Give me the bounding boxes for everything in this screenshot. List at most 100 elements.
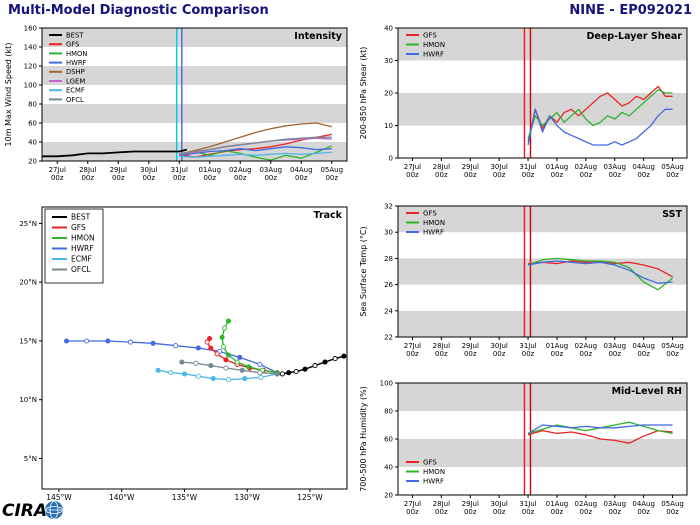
track-point-ECMF [155, 367, 161, 373]
x-tick-label-date: 02Aug [575, 500, 598, 508]
legend-label-ECMF: ECMF [66, 87, 85, 95]
y-tick-label: 140 [24, 44, 37, 52]
x-tick-label-date: 04Aug [632, 163, 655, 171]
legend-label-ECMF: ECMF [71, 254, 92, 263]
x-tick-label-hour: 00z [234, 174, 247, 182]
storm-title: NINE - EP092021 [569, 3, 692, 18]
legend-label-HMON: HMON [423, 41, 445, 49]
y-tick-label: 5°N [24, 455, 37, 463]
background-stripe [42, 66, 347, 85]
x-tick-label-hour: 00z [493, 350, 506, 358]
x-tick-label-date: 27Jul [404, 342, 421, 350]
series-line-HWRF [527, 424, 673, 434]
x-tick-label-date: 05Aug [661, 163, 684, 171]
track-point-GFS [223, 357, 229, 363]
track-panel-title: Track [314, 210, 343, 221]
track-panel: 5°N 10°N 15°N 20°N 25°N 145°W 140°W 135°W 130°W 1… [0, 193, 355, 523]
x-tick-label-date: 02Aug [575, 163, 598, 171]
y-tick-label: 60 [28, 120, 37, 128]
track-point-OFCL [257, 370, 263, 376]
x-tick-label-date: 01Aug [198, 166, 221, 174]
track-point-GFS [208, 345, 214, 351]
track-point-BEST [286, 370, 292, 376]
track-point-BEST [322, 359, 328, 365]
track-point-OFCL [179, 359, 185, 365]
series-line-HWRF [179, 146, 332, 156]
track-point-BEST [341, 353, 347, 359]
background-stripe [398, 28, 687, 61]
track-point-OFCL [223, 365, 229, 371]
series-line-HWRF [66, 340, 278, 374]
series-line-GFS [527, 429, 673, 444]
y-tick-label: 30 [384, 229, 393, 237]
x-tick-label-hour: 00z [435, 171, 448, 179]
track-point-HMON [219, 334, 225, 340]
shear-chart-svg: 01020304027Jul00z28Jul00z29Jul00z30Jul00… [359, 25, 688, 179]
x-tick-label-hour: 00z [464, 508, 477, 516]
x-tick-label-hour: 00z [522, 171, 535, 179]
x-tick-label-date: 30Jul [490, 500, 507, 508]
sst-ylabel: Sea Surface Temp (°C) [359, 226, 368, 316]
track-point-OFCL [193, 360, 199, 366]
x-tick-label-hour: 00z [51, 174, 64, 182]
series-line-BEST [42, 148, 188, 158]
background-stripe [42, 104, 347, 123]
track-point-HWRF [150, 340, 156, 346]
x-tick-label-date: 31Jul [519, 342, 536, 350]
x-tick-label-hour: 00z [608, 171, 621, 179]
track-point-BEST [312, 363, 318, 369]
rh-panel: 20 40 60 80 100 27Jul 00z 28Jul 00z 29Jul 00z 30Jul… [355, 370, 700, 525]
legend-label-OFCL: OFCL [71, 265, 91, 274]
track-point-HMON [225, 352, 231, 358]
background-stripe [398, 439, 687, 467]
x-tick-label-date: 02Aug [229, 166, 252, 174]
x-tick-label-date: 04Aug [290, 166, 313, 174]
legend-label-GFS: GFS [66, 41, 79, 49]
rh-ylabel: 700-500 hPa Humidity (%) [359, 386, 368, 492]
x-tick-label-date: 30Jul [490, 342, 507, 350]
x-tick-label-date: 05Aug [320, 166, 343, 174]
legend-label-HWRF: HWRF [66, 59, 87, 67]
track-point-HWRF [84, 338, 90, 344]
legend-label-LGEM: LGEM [66, 77, 85, 85]
y-tick-label: 25°N [19, 220, 37, 228]
track-point-GFS [204, 339, 210, 345]
legend-label-HMON: HMON [423, 219, 445, 227]
legend-label-HMON: HMON [71, 233, 95, 242]
legend-label-BEST: BEST [66, 31, 84, 39]
x-tick-label-date: 30Jul [140, 166, 157, 174]
sst-chart-svg: 22242628303227Jul00z28Jul00z29Jul00z30Ju… [359, 203, 688, 358]
track-point-ECMF [225, 377, 231, 383]
intensity-chart-svg: 2040608010012014016027Jul00z28Jul00z29Ju… [4, 25, 348, 182]
rh-chart-svg: 2040608010027Jul00z28Jul00z29Jul00z30Jul… [359, 380, 688, 516]
x-tick-label-hour: 00z [637, 171, 650, 179]
x-tick-label-date: 28Jul [79, 166, 96, 174]
series-line-HWRF [527, 108, 673, 146]
track-point-HWRF [173, 343, 179, 349]
x-tick-label-lon: 135°W [172, 493, 198, 502]
track-point-ECMF [195, 373, 201, 379]
x-tick-label-date: 29Jul [462, 342, 479, 350]
x-tick-label-hour: 00z [637, 350, 650, 358]
x-tick-label-hour: 00z [295, 174, 308, 182]
x-tick-label-hour: 00z [464, 350, 477, 358]
x-tick-label-date: 29Jul [110, 166, 127, 174]
y-tick-label: 120 [24, 63, 37, 71]
x-tick-label-date: 05Aug [661, 500, 684, 508]
intensity-panel-title: Intensity [294, 31, 342, 42]
x-tick-label-hour: 00z [406, 171, 419, 179]
legend-label-HWRF: HWRF [423, 50, 444, 58]
y-tick-label: 40 [28, 139, 37, 147]
x-tick-label-hour: 00z [464, 171, 477, 179]
x-tick-label-hour: 00z [264, 174, 277, 182]
x-tick-label-date: 31Jul [171, 166, 188, 174]
x-tick-label-date: 28Jul [433, 163, 450, 171]
background-stripe [398, 93, 687, 126]
x-tick-label-date: 31Jul [519, 163, 536, 171]
x-tick-label-date: 31Jul [519, 500, 536, 508]
x-tick-label-hour: 00z [112, 174, 125, 182]
y-tick-label: 40 [384, 25, 393, 33]
legend-label-GFS: GFS [423, 209, 437, 217]
track-point-GFS [214, 351, 220, 357]
x-tick-label-lon: 145°W [46, 493, 72, 502]
